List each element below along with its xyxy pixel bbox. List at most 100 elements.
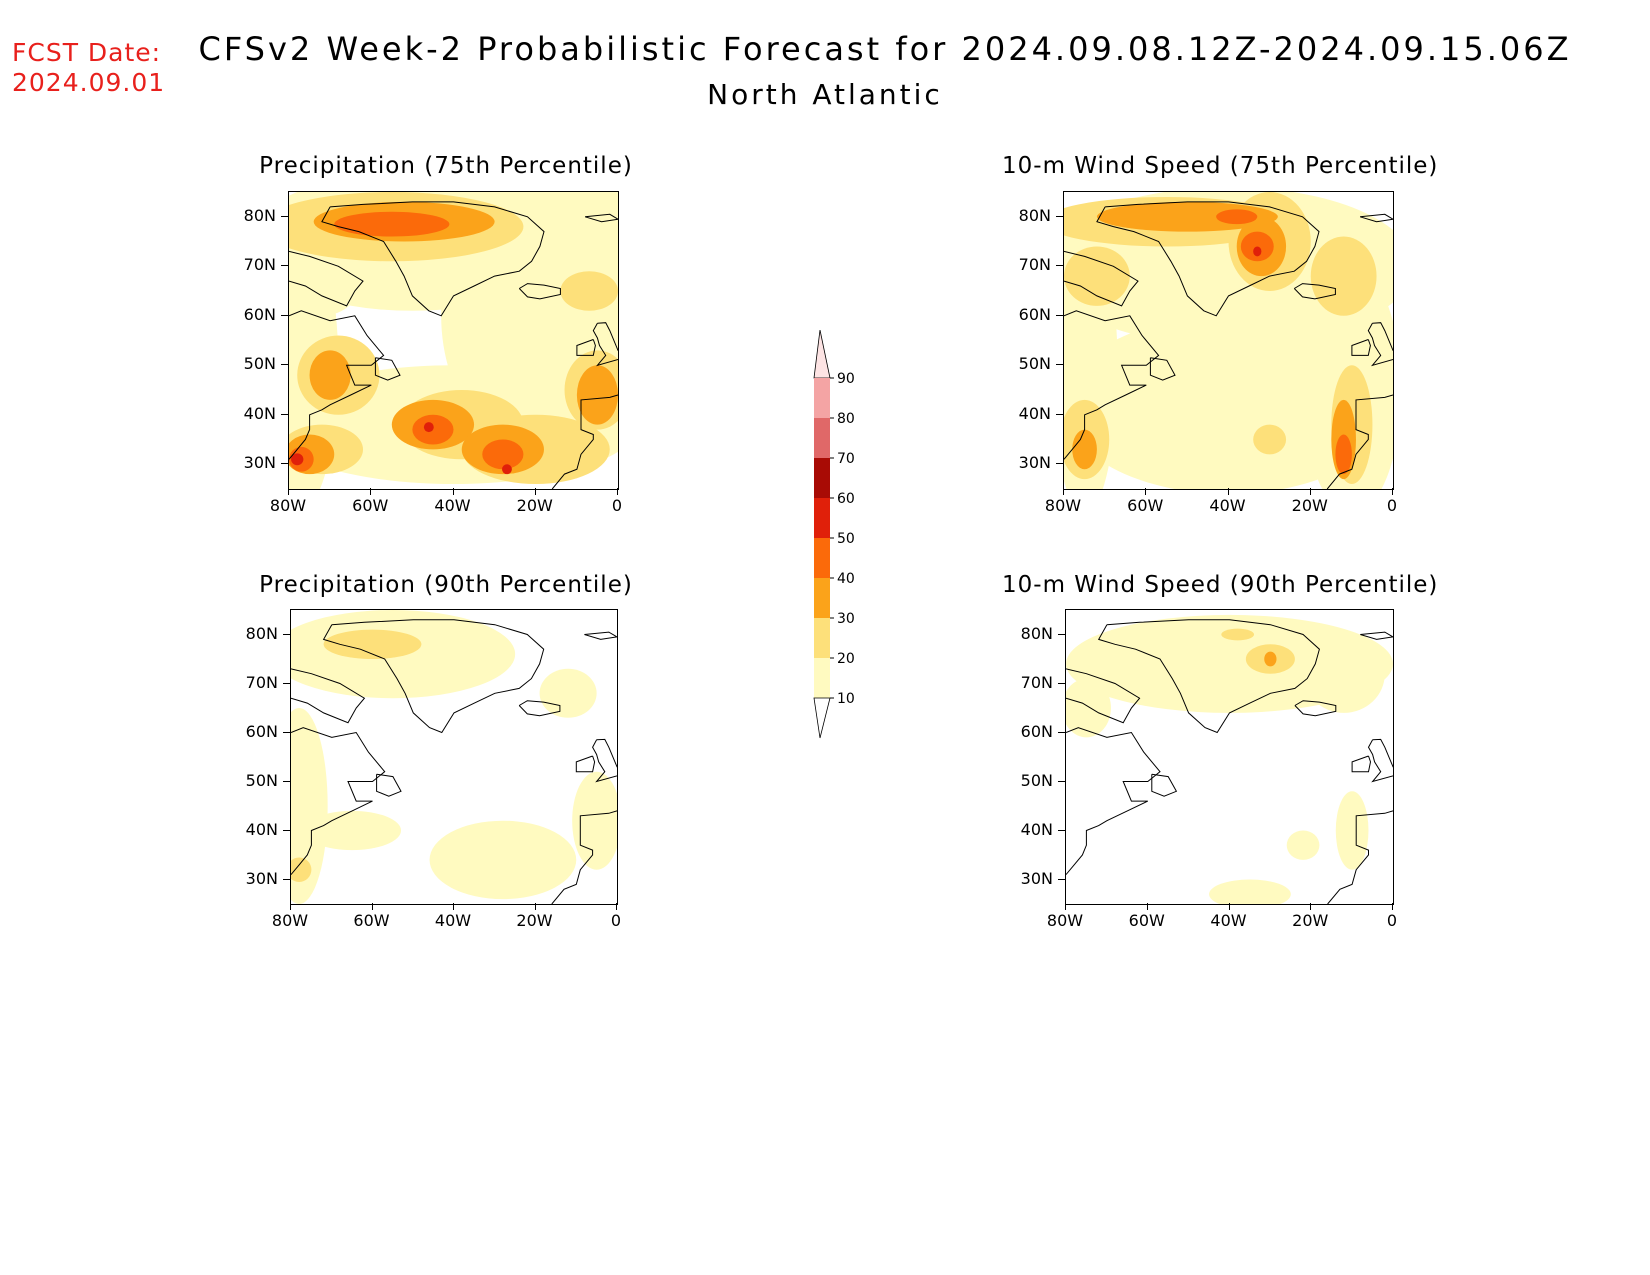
lon-tick-mark [371,903,373,910]
colorbar-segment [814,498,830,538]
lon-tick-label: 40W [1210,911,1247,930]
coastline [1293,283,1336,300]
region-title: North Atlantic [707,78,943,111]
lat-tick-mark [281,314,288,316]
lat-tick-label: 60N [1018,304,1051,324]
map-precip-90 [290,609,618,905]
coastline [518,700,561,717]
contour-region [1209,879,1291,904]
lon-tick-mark [288,488,289,495]
panel-title-wind-90: 10-m Wind Speed (90th Percentile) [1002,572,1439,598]
lon-tick-mark [1310,903,1312,910]
lon-tick-label: 40W [434,496,471,515]
lat-tick-mark [283,780,290,782]
map-wind-75 [1063,191,1394,490]
lat-tick-label: 80N [245,623,278,643]
lon-tick-mark [1065,903,1066,910]
lon-tick-label: 0 [610,911,622,930]
colorbar-segment [814,538,830,578]
page-title: CFSv2 Week-2 Probabilistic Forecast for … [198,30,1572,68]
map-wind-90 [1065,609,1394,905]
coastline [1367,322,1393,367]
contour-region [1253,424,1287,455]
lat-tick-mark [1058,878,1065,880]
lat-tick-mark [1058,682,1065,684]
coastline [1064,310,1160,460]
lat-tick-label: 60N [245,721,278,741]
lon-tick-label: 60W [1127,496,1164,515]
colorbar-segment [814,578,830,618]
lat-tick-mark [283,829,290,831]
contour-region [1264,651,1277,667]
lon-tick-mark [1228,903,1230,910]
coastline [1351,339,1371,356]
coastline [575,755,596,773]
coastline [551,810,617,904]
coastline [584,213,618,223]
lon-tick-label: 40W [434,911,472,930]
lat-tick-mark [1056,463,1063,465]
lon-tick-mark [1145,488,1147,495]
contour-region [539,668,597,718]
lon-tick-label: 20W [1292,911,1329,930]
lat-tick-label: 50N [1018,354,1051,374]
lat-tick-label: 40N [1018,403,1051,423]
contour-region [1221,628,1255,641]
lon-tick-mark [290,903,291,910]
lat-tick-mark [281,413,288,415]
lat-tick-label: 30N [1018,453,1051,473]
coastline [376,773,402,797]
coastline [289,310,385,460]
lon-tick-mark [617,488,618,495]
coastline [1096,201,1320,317]
lat-tick-label: 50N [245,770,278,790]
lat-tick-mark [1056,215,1063,217]
colorbar-segment [814,418,830,458]
contour-region [1335,434,1352,475]
contour-region [560,271,618,311]
lat-tick-label: 70N [243,255,276,275]
panel-title-wind-75: 10-m Wind Speed (75th Percentile) [1002,153,1439,179]
lon-tick-label: 60W [352,496,389,515]
contour-region [423,422,434,433]
contour-region [1240,231,1274,262]
coastline [551,394,618,489]
coastline [1351,755,1372,773]
lon-tick-label: 80W [271,911,309,930]
lat-tick-mark [1056,314,1063,316]
contour-region [1064,246,1130,306]
lat-tick-mark [1058,633,1065,635]
lat-tick-mark [281,215,288,217]
lon-tick-label: 20W [516,911,553,930]
colorbar-segment [814,378,830,418]
coastline [291,668,366,724]
lat-tick-mark [283,633,290,635]
lon-tick-label: 40W [1209,496,1246,515]
coastline [291,727,386,875]
coastline [322,619,545,734]
lat-tick-label: 30N [1020,868,1053,888]
lat-tick-mark [1058,829,1065,831]
coastline [1066,668,1141,724]
coastline [518,283,561,300]
contour-region [482,439,524,470]
colorbar-bottom-arrow [813,697,831,739]
lon-tick-mark [1392,488,1393,495]
map-canvas [1066,614,1393,904]
coastline [1066,727,1161,875]
colorbar-label: 20 [837,651,855,667]
lat-tick-mark [1056,413,1063,415]
lat-tick-label: 60N [1020,721,1053,741]
contour-region [1303,634,1385,713]
lat-tick-label: 70N [1020,672,1053,692]
lat-tick-mark [281,364,288,366]
lat-tick-label: 30N [245,868,278,888]
lon-tick-label: 60W [353,911,390,930]
lat-tick-mark [1058,731,1065,733]
contour-region [291,708,328,904]
contour-region [291,857,312,882]
coastline [1327,810,1393,904]
coastline [1367,738,1393,783]
lat-tick-label: 30N [243,453,276,473]
coastline [321,201,545,317]
